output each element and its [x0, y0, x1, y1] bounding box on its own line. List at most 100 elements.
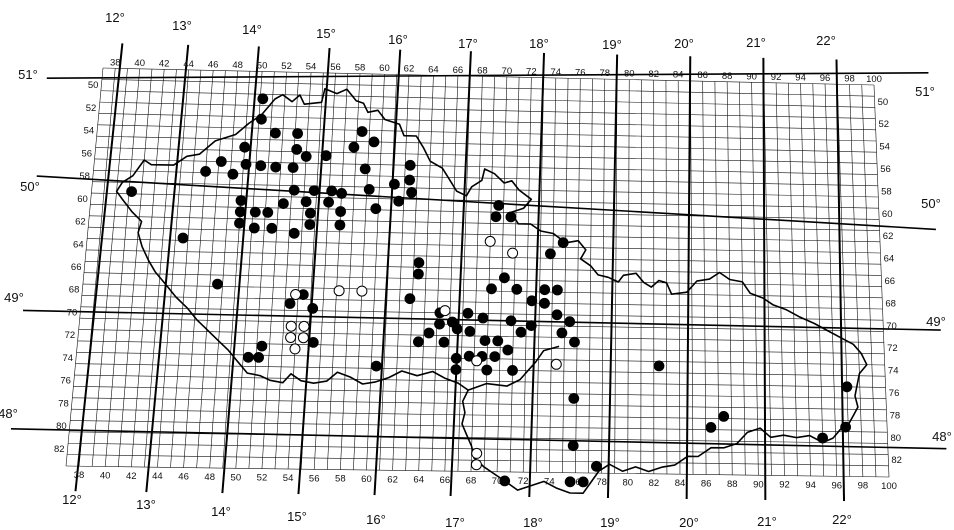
grid-row-line	[85, 261, 882, 276]
filled-circle-record	[227, 168, 239, 180]
bottom-column-numbers: 38 40 42 44 46 48 50 52 54 56 58 60 62 64 66 68 70 72 74 76…	[74, 470, 897, 492]
column-number: 88	[722, 71, 733, 82]
row-number: 54	[84, 126, 95, 137]
parallel-label-right: 50°	[921, 196, 941, 211]
meridian-line	[685, 56, 692, 500]
row-number: 50	[88, 80, 99, 91]
open-circle-record	[356, 285, 368, 297]
grid-column-line	[640, 79, 642, 474]
filled-circle-record	[840, 421, 851, 433]
meridian-line	[528, 52, 546, 498]
grid-column-line	[627, 79, 630, 474]
filled-circle-record	[307, 302, 319, 314]
filled-circle-record	[253, 351, 265, 363]
grid-column-line	[444, 75, 459, 472]
column-number: 86	[697, 70, 708, 81]
filled-circle-record	[498, 272, 510, 284]
meridian-label-bottom: 16°	[366, 512, 386, 527]
parallel-line	[10, 427, 947, 450]
filled-circle-record	[300, 150, 312, 162]
grid-column-line	[104, 68, 141, 467]
filled-circle-record	[320, 150, 332, 162]
grid-column-line	[287, 72, 312, 469]
grid-column-line	[849, 84, 864, 477]
column-number: 96	[820, 73, 831, 84]
grid-row-line	[99, 101, 876, 119]
grid-column-line	[261, 72, 287, 469]
row-number: 66	[71, 262, 82, 273]
filled-circle-record	[464, 325, 476, 337]
column-number: 72	[526, 66, 537, 77]
filled-circle-record	[505, 315, 517, 327]
filled-circle-record	[556, 327, 568, 339]
grid-column-line	[836, 84, 851, 477]
filled-circle-record	[841, 381, 853, 393]
grid-row-line	[101, 79, 875, 97]
filled-circle-record	[423, 327, 435, 339]
column-number: 64	[428, 64, 439, 75]
filled-circle-record	[363, 183, 375, 195]
column-number: 82	[649, 478, 660, 489]
grid-row-line	[102, 67, 875, 86]
open-circle-record	[298, 320, 310, 332]
parallel-label-right: 51°	[915, 84, 935, 99]
filled-circle-record	[557, 237, 569, 249]
filled-circle-record	[368, 136, 380, 148]
grid-column-line	[614, 79, 618, 474]
filled-circle-record	[493, 199, 505, 211]
filled-circle-record	[705, 421, 717, 433]
grid-column-line	[726, 81, 733, 475]
grid-row-line	[79, 317, 884, 332]
top-column-numbers: 38 40 42 44 46 48 50 52 54 56 58 60 62 64 66 68 70 72 74 76…	[110, 57, 882, 85]
filled-circle-record	[450, 364, 462, 376]
row-number: 74	[62, 353, 73, 364]
grid-row-line	[93, 170, 878, 187]
column-number: 80	[624, 69, 635, 80]
meridian-label-bottom: 13°	[136, 497, 156, 512]
open-circle-record	[471, 447, 483, 459]
meridian-label-bottom: 22°	[832, 512, 852, 527]
grid-row-line	[83, 272, 882, 287]
grid-row-line	[82, 283, 883, 299]
filled-circle-record	[486, 283, 497, 295]
open-circle-record	[290, 289, 302, 300]
grid-row-line	[96, 135, 877, 153]
column-number: 90	[753, 479, 764, 490]
filled-circle-record	[438, 336, 450, 348]
column-number: 42	[126, 471, 137, 482]
grid-column-line	[131, 69, 165, 467]
filled-circle-record	[525, 320, 537, 332]
column-number: 100	[866, 74, 882, 85]
grid-column-line	[824, 83, 838, 477]
row-number: 62	[883, 231, 894, 242]
column-number: 58	[335, 474, 346, 485]
record-dots	[126, 93, 853, 488]
grid-column-line	[562, 78, 569, 473]
column-number: 50	[231, 472, 242, 483]
filled-circle-record	[370, 360, 382, 372]
grid-column-line	[665, 80, 668, 475]
filled-circle-record	[412, 336, 424, 348]
grid-column-line	[509, 77, 520, 472]
grid-column-line	[183, 70, 214, 468]
filled-circle-record	[388, 178, 400, 190]
grid-column-line	[91, 68, 128, 467]
grid-column-line	[392, 74, 410, 471]
column-number: 54	[306, 62, 317, 73]
column-number: 38	[110, 57, 121, 68]
column-number: 80	[622, 478, 633, 489]
row-number: 56	[81, 148, 92, 159]
row-number: 76	[60, 376, 71, 387]
row-number: 80	[56, 421, 67, 432]
open-circle-record	[507, 247, 519, 259]
row-number: 70	[67, 307, 78, 318]
meridian-line	[606, 54, 619, 499]
open-circle-record	[289, 343, 301, 355]
filled-circle-record	[450, 352, 462, 364]
row-number: 56	[880, 164, 891, 175]
row-number: 58	[881, 186, 892, 197]
filled-circle-record	[404, 159, 416, 171]
column-number: 90	[746, 71, 757, 82]
filled-circle-record	[235, 195, 247, 206]
filled-circle-record	[323, 196, 335, 208]
